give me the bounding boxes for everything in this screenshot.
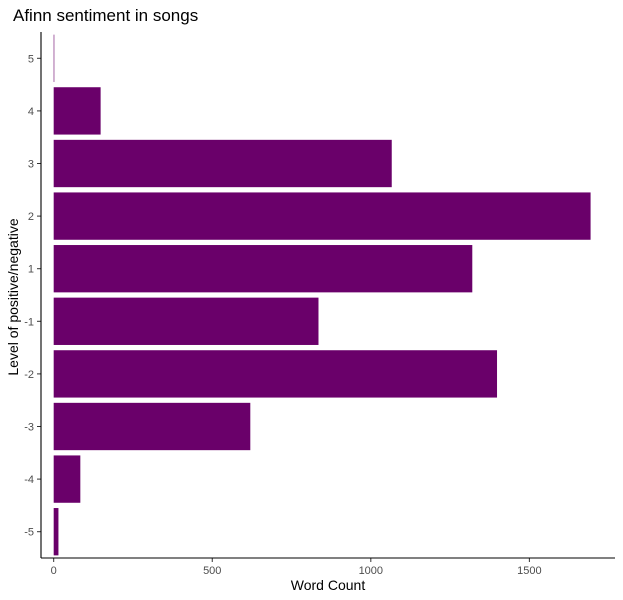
y-tick-label: 4 bbox=[28, 106, 34, 118]
y-tick-label: 2 bbox=[28, 211, 34, 223]
bar-4 bbox=[53, 87, 101, 135]
bar--2 bbox=[53, 350, 498, 398]
bar--5 bbox=[53, 508, 59, 556]
y-tick-label: -5 bbox=[24, 527, 34, 539]
x-tick-label: 0 bbox=[51, 565, 57, 577]
y-tick-label: -3 bbox=[24, 422, 34, 434]
bar--1 bbox=[53, 297, 319, 345]
bars-group bbox=[53, 34, 591, 556]
bar-1 bbox=[53, 245, 473, 293]
y-tick-label: 5 bbox=[28, 53, 34, 65]
x-tick-label: 1000 bbox=[359, 565, 383, 577]
bar-3 bbox=[53, 139, 392, 188]
x-axis-title: Word Count bbox=[291, 577, 366, 593]
y-tick-label: -2 bbox=[24, 369, 34, 381]
y-axis-ticks: 5 4 3 2 1 -1 -2 -3 -4 -5 bbox=[24, 53, 41, 539]
bar--4 bbox=[53, 455, 81, 503]
y-tick-label: 1 bbox=[28, 264, 34, 276]
y-tick-label: 3 bbox=[28, 159, 34, 171]
chart-title: Afinn sentiment in songs bbox=[13, 6, 198, 25]
y-tick-label: -1 bbox=[24, 316, 34, 328]
y-tick-label: -4 bbox=[24, 474, 34, 486]
bar-2 bbox=[53, 192, 591, 240]
x-tick-label: 500 bbox=[203, 565, 221, 577]
y-axis-title: Level of positive/negative bbox=[5, 218, 21, 375]
x-tick-label: 1500 bbox=[517, 565, 541, 577]
x-axis-ticks: 0 500 1000 1500 bbox=[51, 558, 542, 577]
bar--3 bbox=[53, 402, 251, 451]
bar-5 bbox=[53, 34, 55, 82]
